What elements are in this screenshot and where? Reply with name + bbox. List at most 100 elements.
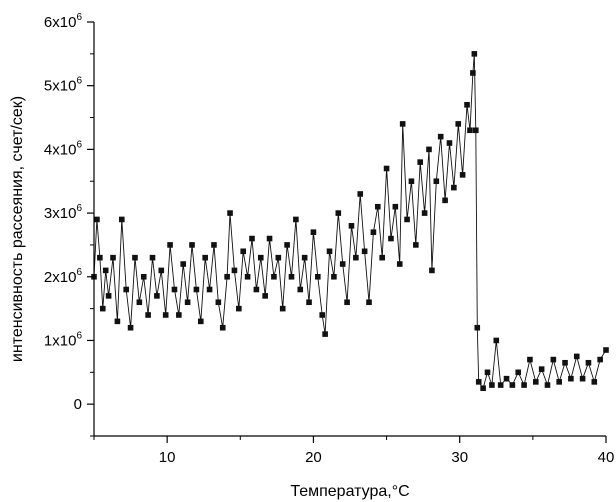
x-tick-label: 30 bbox=[451, 449, 468, 466]
data-point bbox=[467, 127, 473, 134]
data-point bbox=[206, 286, 213, 293]
data-point bbox=[219, 324, 226, 331]
data-point bbox=[442, 197, 448, 204]
data-point bbox=[123, 286, 129, 293]
y-axis-label: интенсивность рассеяния, счет/сек) bbox=[9, 96, 26, 362]
data-point bbox=[271, 273, 277, 280]
data-point bbox=[515, 369, 522, 376]
data-point bbox=[301, 254, 308, 261]
data-point bbox=[253, 286, 260, 293]
data-point bbox=[102, 267, 109, 274]
data-point bbox=[429, 267, 435, 274]
y-tick-label-exponent: 6 bbox=[76, 330, 82, 341]
data-point bbox=[335, 210, 342, 216]
data-point bbox=[484, 369, 491, 376]
y-tick-label-exponent: 6 bbox=[76, 12, 82, 23]
data-point bbox=[110, 254, 116, 261]
data-point bbox=[293, 216, 299, 223]
y-tick-label-exponent: 6 bbox=[76, 76, 82, 87]
data-point bbox=[459, 172, 466, 178]
data-point bbox=[493, 337, 500, 344]
data-point bbox=[417, 159, 424, 165]
y-tick-label-base: 2x10 bbox=[44, 269, 77, 286]
data-point bbox=[480, 385, 486, 392]
data-point bbox=[573, 353, 580, 360]
data-point bbox=[99, 305, 106, 312]
data-point bbox=[474, 324, 481, 331]
data-point bbox=[603, 347, 609, 353]
data-point bbox=[262, 293, 268, 299]
data-point bbox=[114, 318, 121, 325]
data-point bbox=[189, 242, 195, 248]
data-point bbox=[167, 242, 173, 248]
y-tick-label-base: 3x10 bbox=[44, 205, 77, 222]
data-point bbox=[597, 356, 603, 363]
data-point bbox=[306, 299, 312, 306]
data-point bbox=[127, 324, 134, 331]
y-tick-label-exponent: 6 bbox=[76, 139, 82, 150]
data-point bbox=[591, 379, 598, 385]
data-point bbox=[562, 359, 568, 366]
data-point bbox=[344, 299, 350, 306]
data-point bbox=[509, 382, 516, 388]
y-tick-label-exponent: 6 bbox=[76, 267, 82, 278]
y-tick-label: 1x106 bbox=[44, 330, 83, 349]
data-point bbox=[105, 293, 112, 299]
data-point bbox=[184, 299, 191, 306]
data-point bbox=[231, 267, 238, 274]
data-point bbox=[118, 216, 125, 223]
data-point bbox=[140, 273, 147, 280]
data-point bbox=[489, 382, 495, 388]
data-point bbox=[455, 121, 462, 127]
data-point bbox=[527, 356, 533, 363]
data-point bbox=[464, 102, 470, 108]
data-point bbox=[319, 312, 326, 318]
data-point bbox=[348, 223, 355, 229]
data-point bbox=[275, 254, 282, 261]
y-tick-label-base: 5x10 bbox=[44, 78, 77, 95]
y-tick-label-exponent: 6 bbox=[76, 203, 82, 214]
data-point bbox=[475, 379, 482, 385]
data-point bbox=[94, 216, 100, 223]
data-point bbox=[266, 235, 273, 242]
y-tick-label: 4x106 bbox=[44, 139, 83, 158]
data-point bbox=[437, 133, 444, 140]
y-tick-label: 0 bbox=[74, 396, 82, 413]
data-point bbox=[421, 210, 428, 216]
data-point bbox=[404, 216, 410, 223]
data-point bbox=[379, 254, 385, 261]
data-point bbox=[224, 273, 230, 280]
data-point bbox=[471, 51, 478, 57]
data-point bbox=[149, 254, 156, 261]
data-point bbox=[284, 242, 290, 248]
data-point bbox=[279, 305, 286, 312]
data-point bbox=[202, 254, 208, 261]
x-axis-label: Температура,°С bbox=[290, 483, 409, 500]
data-series bbox=[91, 51, 609, 392]
data-point bbox=[297, 286, 304, 293]
data-point bbox=[383, 165, 390, 172]
y-tick-label-base: 1x10 bbox=[44, 332, 77, 349]
data-point bbox=[370, 229, 377, 235]
data-point bbox=[257, 254, 264, 261]
data-point bbox=[244, 273, 251, 280]
data-point bbox=[538, 366, 545, 372]
data-point bbox=[211, 242, 217, 248]
y-tick-label: 3x106 bbox=[44, 203, 83, 222]
data-point bbox=[446, 140, 453, 146]
data-point bbox=[388, 235, 394, 242]
y-tick-label-base: 6x10 bbox=[44, 14, 77, 31]
data-point bbox=[532, 379, 539, 385]
data-point bbox=[322, 331, 328, 337]
data-point bbox=[579, 375, 586, 382]
data-point bbox=[158, 267, 165, 274]
data-point bbox=[180, 261, 187, 267]
data-point bbox=[315, 273, 321, 280]
data-point bbox=[361, 248, 368, 255]
data-point bbox=[556, 379, 562, 385]
x-tick-label: 10 bbox=[159, 449, 176, 466]
data-point bbox=[353, 254, 359, 261]
data-point bbox=[339, 261, 346, 267]
